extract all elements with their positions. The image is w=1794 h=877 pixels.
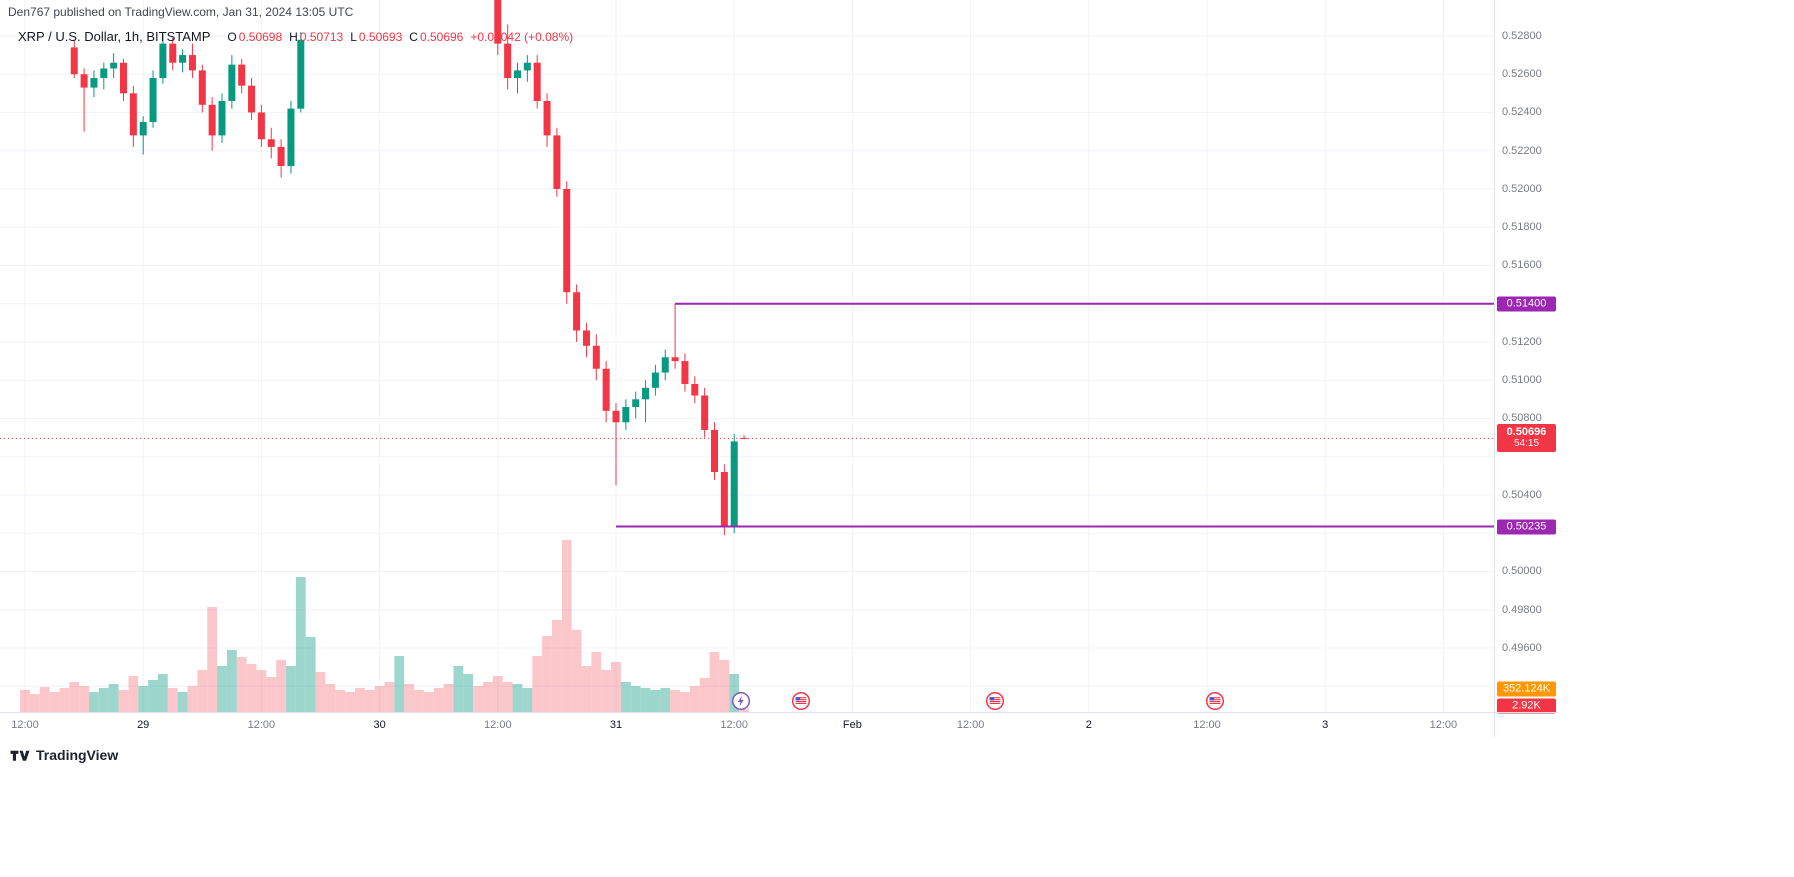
price-axis-label: 0.50400 xyxy=(1502,488,1542,501)
time-axis-label: 2 xyxy=(1085,719,1092,731)
time-axis-label: Feb xyxy=(842,719,862,731)
time-axis-label: 12:00 xyxy=(247,719,276,731)
change-value: +0.00042 (+0.08%) xyxy=(470,30,574,44)
price-axis-label: 0.52600 xyxy=(1502,68,1542,81)
ohlc-values: O 0.50698 H 0.50713 L 0.50693 C 0.50696 +0.00042… xyxy=(220,30,573,44)
time-axis-label: 12:00 xyxy=(484,719,512,731)
current-price-value: 0.50696 xyxy=(1506,426,1547,439)
time-axis-label: 29 xyxy=(137,719,150,731)
open-value: 0.50698 xyxy=(238,30,283,44)
price-axis-label: 0.50800 xyxy=(1502,412,1542,425)
low-label: L xyxy=(350,30,357,44)
attribution-text: Den767 published on TradingView.com, Jan… xyxy=(8,5,354,19)
symbol-legend[interactable]: XRP / U.S. Dollar, 1h, BITSTAMP O 0.50698 H… xyxy=(18,29,573,44)
current-price-badge: 0.50696 54:15 xyxy=(1497,424,1556,453)
tradingview-wordmark: TradingView xyxy=(36,747,119,763)
price-axis-label: 0.51000 xyxy=(1502,374,1542,387)
time-axis-label: 30 xyxy=(373,719,386,731)
axis-separator-line xyxy=(0,712,1558,713)
time-axis-label: 12:00 xyxy=(956,719,985,731)
level-price-badge: 0.51400 xyxy=(1497,296,1556,312)
price-axis-label: 0.51800 xyxy=(1502,221,1542,234)
time-axis-label: 31 xyxy=(609,719,623,731)
price-axis-label: 0.51200 xyxy=(1502,335,1542,348)
bar-close-countdown: 54:15 xyxy=(1513,438,1540,450)
close-label: C xyxy=(409,30,418,44)
price-axis-label: 0.49800 xyxy=(1502,603,1542,616)
level-price-badge: 0.50235 xyxy=(1497,519,1556,534)
symbol-title[interactable]: XRP / U.S. Dollar, 1h, BITSTAMP xyxy=(18,29,211,44)
price-axis[interactable]: 0.52800 0.52600 0.52400 0.52200 0.52000 0.518… xyxy=(1494,0,1559,737)
us-economic-event-icon[interactable] xyxy=(985,691,1005,711)
volume-badge: 2.92K xyxy=(1497,698,1556,714)
high-label: H xyxy=(289,30,298,44)
tradingview-icon xyxy=(10,750,30,761)
lightning-event-icon[interactable] xyxy=(731,691,751,711)
low-value: 0.50693 xyxy=(358,30,403,44)
time-axis-label: 12:00 xyxy=(1193,719,1221,731)
close-value: 0.50696 xyxy=(419,30,464,44)
chart-plot-area[interactable] xyxy=(0,0,1494,712)
tradingview-logo[interactable]: TradingView xyxy=(10,747,118,763)
volume-badge: 352.124K xyxy=(1497,681,1556,697)
time-axis-label: 12:00 xyxy=(720,719,748,731)
candlestick-chart-canvas xyxy=(0,0,1494,712)
time-axis-label: 3 xyxy=(1322,719,1329,731)
time-axis-label: 12:00 xyxy=(11,719,39,731)
open-label: O xyxy=(227,30,237,44)
price-axis-label: 0.52000 xyxy=(1502,182,1542,195)
price-axis-label: 0.52400 xyxy=(1502,106,1542,119)
price-axis-label: 0.49600 xyxy=(1502,641,1542,654)
us-economic-event-icon[interactable] xyxy=(1205,691,1225,711)
high-value: 0.50713 xyxy=(299,30,344,44)
price-axis-label: 0.52800 xyxy=(1502,29,1542,42)
time-axis[interactable]: 12:00 29 12:00 30 12:00 31 12:00 Feb 12:00 2 12:00… xyxy=(0,713,1494,737)
price-axis-label: 0.50000 xyxy=(1502,565,1542,578)
price-axis-label: 0.52200 xyxy=(1502,144,1542,157)
time-axis-label: 12:00 xyxy=(1429,719,1458,731)
price-axis-label: 0.51600 xyxy=(1502,259,1542,272)
us-economic-event-icon[interactable] xyxy=(791,691,811,711)
